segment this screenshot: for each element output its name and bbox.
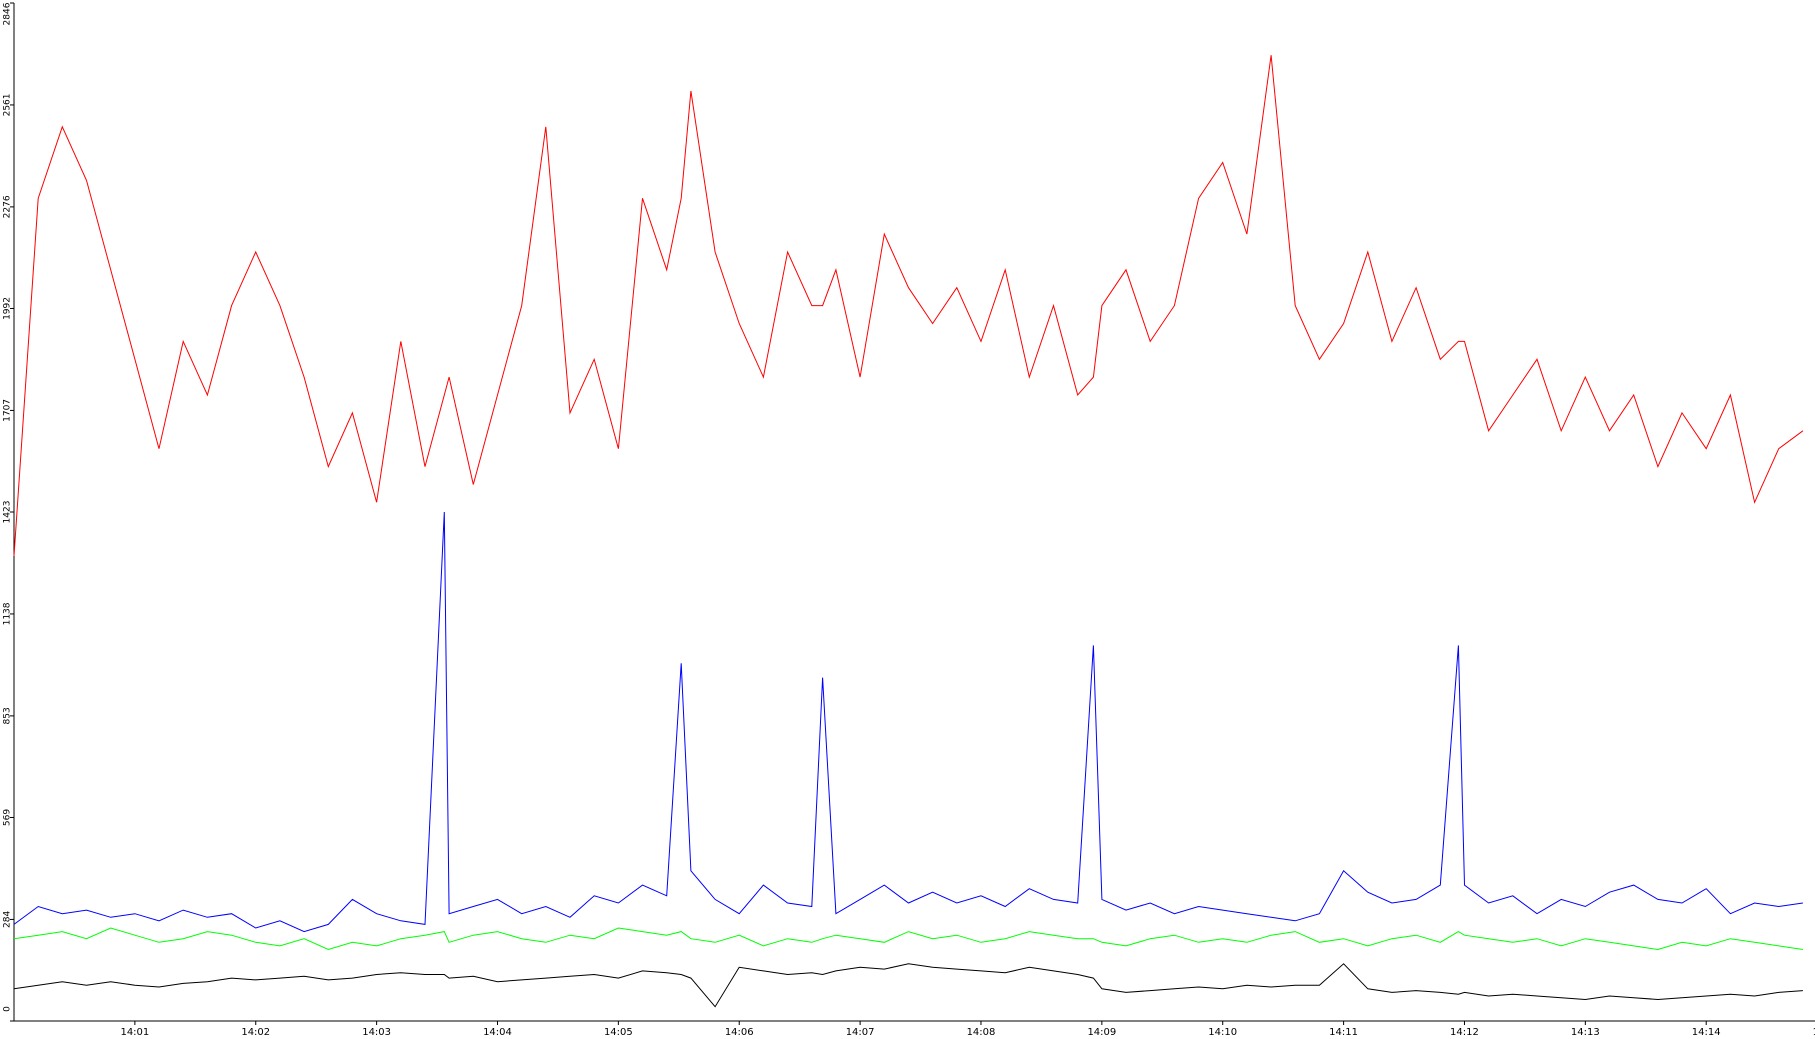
series-line <box>13 55 1804 557</box>
x-tick-label: 14:15 <box>1813 1027 1815 1038</box>
y-tick-label: 1707 <box>3 399 13 422</box>
y-tick-label: 284 <box>3 911 13 928</box>
x-tick-label: 14:11 <box>1329 1027 1358 1038</box>
x-tick-label: 14:05 <box>604 1027 633 1038</box>
x-tick-label: 14:06 <box>725 1027 754 1038</box>
y-tick-label: 2561 <box>3 93 13 116</box>
y-tick-label: 853 <box>3 707 13 724</box>
x-tick-label: 14:10 <box>1208 1027 1237 1038</box>
x-tick-label: 14:14 <box>1692 1027 1721 1038</box>
y-tick-label: 0 <box>3 1006 13 1012</box>
x-tick-label: 14:04 <box>483 1027 512 1038</box>
series-line <box>13 511 1803 933</box>
x-tick-label: 14:08 <box>967 1027 996 1038</box>
series-line <box>13 963 1803 1008</box>
x-tick-label: 14:07 <box>846 1027 875 1038</box>
y-tick-label: 2846 <box>3 2 13 25</box>
y-tick-label: 1992 <box>3 297 13 320</box>
x-tick-label: 14:02 <box>241 1027 270 1038</box>
y-tick-label: 569 <box>3 809 13 826</box>
x-tick-label: 14:13 <box>1571 1027 1600 1038</box>
x-tick-label: 14:01 <box>120 1027 149 1038</box>
x-tick-label: 14:12 <box>1450 1027 1479 1038</box>
y-tick-label: 2276 <box>3 195 13 218</box>
y-tick-label: 1138 <box>3 602 13 625</box>
series-line <box>13 927 1803 951</box>
x-tick-label: 14:03 <box>362 1027 391 1038</box>
x-tick-label: 14:09 <box>1087 1027 1116 1038</box>
y-tick-label: 1423 <box>3 501 13 524</box>
